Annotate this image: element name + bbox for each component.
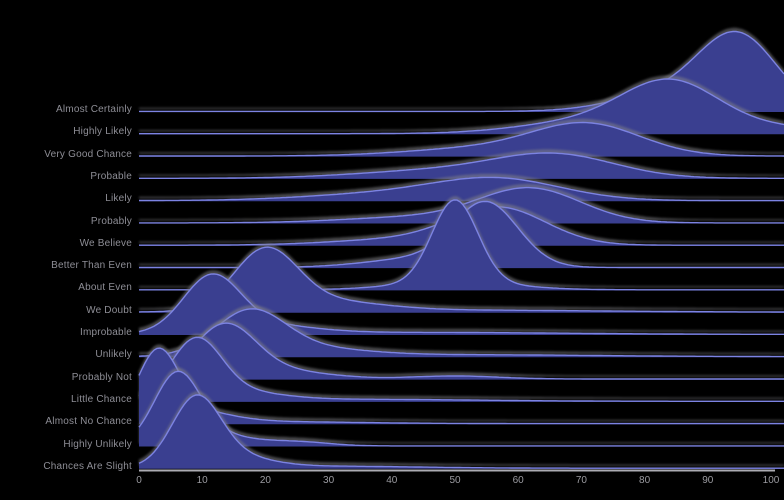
ridge-very-good-chance: [139, 121, 784, 157]
category-label-probable: Probable: [90, 170, 132, 182]
ridge-probably-not: [138, 322, 784, 380]
ridge-fill: [139, 337, 784, 402]
ridge-little-chance: [138, 336, 784, 402]
ridge-we-doubt: [138, 246, 784, 313]
category-label-about-even: About Even: [78, 282, 132, 294]
ridge-outline: [139, 30, 784, 113]
ridge-outline: [138, 273, 784, 335]
category-label-improbable: Improbable: [79, 327, 132, 338]
ridge-fill: [139, 323, 784, 380]
ridge-outline: [138, 394, 784, 469]
ridge-unlikely: [138, 308, 784, 358]
category-label-highly-unlikely: Highly Unlikely: [63, 438, 132, 450]
ridge-fill: [139, 395, 784, 469]
x-axis-tick-0: 0: [136, 475, 142, 486]
x-axis-tick-20: 20: [259, 475, 271, 486]
ridge-outline: [138, 347, 784, 425]
ridge-probable: [139, 152, 784, 179]
category-label-probably: Probably: [90, 215, 132, 227]
category-label-probably-not: Probably Not: [71, 371, 132, 383]
ridge-outline: [138, 322, 784, 380]
x-axis-tick-50: 50: [449, 475, 461, 486]
ridge-fill: [139, 122, 784, 157]
x-axis-tick-90: 90: [702, 475, 714, 486]
x-axis-tick-80: 80: [639, 475, 651, 486]
ridge-highly-likely: [139, 78, 784, 135]
category-label-almost-certainly: Almost Certainly: [56, 104, 132, 115]
ridge-outline: [138, 370, 784, 447]
x-axis-tick-10: 10: [196, 475, 208, 486]
x-axis-tick-100: 100: [762, 475, 780, 486]
category-label-highly-likely: Highly Likely: [73, 126, 132, 138]
ridge-fill: [139, 247, 784, 313]
category-label-almost-no-chance: Almost No Chance: [45, 416, 132, 428]
ridge-fill: [139, 273, 784, 335]
ridge-outline: [138, 246, 784, 313]
ridge-outline: [139, 78, 784, 135]
ridge-fill: [139, 308, 784, 358]
category-label-chances-are-slight: Chances Are Slight: [43, 460, 132, 472]
category-label-little-chance: Little Chance: [71, 393, 132, 405]
ridge-fill: [139, 199, 784, 291]
category-label-likely: Likely: [105, 193, 132, 205]
category-label-unlikely: Unlikely: [95, 349, 132, 361]
ridge-fill: [139, 153, 784, 179]
category-label-we-doubt: We Doubt: [86, 304, 132, 316]
x-axis-tick-60: 60: [512, 475, 524, 486]
category-label-better-than-even: Better Than Even: [51, 260, 132, 272]
category-label-we-believe: We Believe: [79, 237, 132, 249]
x-axis-tick-70: 70: [575, 475, 587, 486]
x-axis-tick-30: 30: [323, 475, 335, 486]
ridge-likely: [139, 176, 784, 202]
category-label-very-good-chance: Very Good Chance: [44, 148, 132, 160]
ridge-improbable: [138, 273, 784, 335]
ridge-chances-are-slight: [138, 394, 784, 469]
ridge-fill: [139, 177, 784, 202]
ridge-fill: [139, 79, 784, 135]
ridge-outline: [139, 121, 784, 157]
ridge-outline: [138, 308, 784, 358]
ridge-outline: [139, 176, 784, 202]
ridge-outline: [139, 152, 784, 179]
x-axis-tick-40: 40: [386, 475, 398, 486]
ridge-outline: [138, 336, 784, 402]
